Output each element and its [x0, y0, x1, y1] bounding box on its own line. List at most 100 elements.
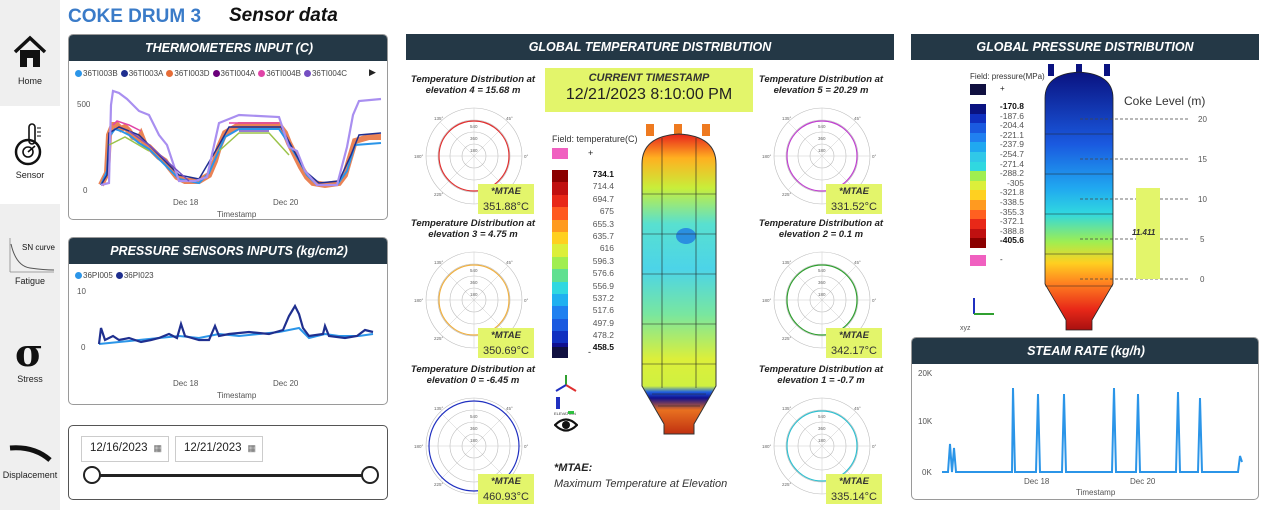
polar-tick: 540	[818, 268, 826, 273]
mtae-box: *MTAE 460.93°C	[478, 474, 534, 504]
polar-tick: 0°	[524, 444, 529, 449]
polar-grid-spoke	[473, 121, 509, 157]
scale-label: -187.6	[999, 110, 1024, 121]
sidebar-item-displacement[interactable]: Displacement	[0, 406, 60, 504]
polar-plot-title: Temperature Distribution at elevation 5 …	[758, 74, 884, 96]
pressure-sensors-header: PRESSURE SENSORS INPUTS (kg/cm2)	[69, 238, 387, 264]
sidebar: Home Sensor SN curve Fatigue σ Stress Di…	[0, 0, 60, 510]
polar-tick: 45°	[854, 116, 861, 121]
sidebar-item-fatigue[interactable]: SN curve Fatigue	[0, 206, 60, 304]
mtae-box: *MTAE 331.52°C	[826, 184, 882, 214]
x-tick: Dec 20	[1130, 477, 1156, 486]
x-axis-label: Timestamp	[1076, 488, 1116, 497]
legend-dot	[303, 70, 311, 77]
y-tick: 0	[81, 343, 86, 352]
polar-grid-spoke	[439, 299, 475, 335]
footnote-title: *MTAE:	[554, 462, 593, 474]
orientation-triad-icon[interactable]: ELEVATION	[552, 373, 580, 437]
calendar-icon[interactable]: ▦	[247, 443, 256, 453]
coke-level-bar	[1136, 188, 1160, 279]
slider-track[interactable]	[91, 474, 371, 477]
mtae-value: 335.14°C	[831, 491, 877, 503]
sidebar-item-label: Stress	[17, 374, 43, 384]
axes-triad-icon[interactable]: xyz	[958, 292, 998, 332]
sidebar-item-sensor[interactable]: Sensor	[0, 106, 60, 204]
temperature-field-label: Field: temperature(C)	[552, 134, 638, 144]
mtae-box: *MTAE 342.17°C	[826, 328, 882, 358]
mtae-value: 460.93°C	[483, 491, 529, 503]
legend-dot	[120, 70, 128, 77]
polar-tick: 540	[818, 414, 826, 419]
svg-text:σ: σ	[15, 332, 43, 372]
color-bar-segment	[552, 207, 568, 220]
pressure-color-bar	[970, 104, 986, 248]
polar-tick: 225°	[434, 482, 444, 487]
polar-plot-elevation: Temperature Distribution at elevation 2 …	[754, 218, 888, 358]
legend-item[interactable]: 36TI003A	[120, 69, 163, 78]
polar-grid-spoke	[821, 121, 857, 157]
color-bar-segment	[970, 132, 986, 143]
legend-item[interactable]: 36PI005	[75, 271, 113, 280]
start-date-input[interactable]: 12/16/2023 ▦	[81, 436, 169, 462]
legend-item[interactable]: 36TI004B	[258, 69, 301, 78]
polar-tick: 225°	[782, 482, 792, 487]
polar-tick: 180°	[414, 444, 424, 449]
sidebar-item-stress[interactable]: σ Stress	[0, 306, 60, 404]
pressure-field-label: Field: pressure(MPa)	[970, 72, 1045, 81]
scale-label: 556.9	[592, 280, 614, 291]
polar-tick: 0°	[872, 298, 877, 303]
scale-label: 655.3	[592, 218, 614, 229]
coke-tick: 15	[1198, 155, 1207, 164]
scale-label: 478.2	[592, 330, 614, 341]
scale-label: 458.5	[592, 342, 614, 353]
polar-plot-elevation: Temperature Distribution at elevation 0 …	[406, 364, 540, 504]
polar-tick: 540	[470, 124, 478, 129]
polar-plot-title: Temperature Distribution at elevation 2 …	[758, 218, 884, 240]
scale-label: 616	[599, 243, 614, 254]
polar-tick: 45°	[506, 406, 513, 411]
legend-item[interactable]: 36TI003B	[75, 69, 118, 78]
start-date-value: 12/16/2023	[90, 442, 148, 454]
polar-grid-spoke	[787, 265, 823, 301]
sn-curve-label: SN curve	[22, 243, 55, 252]
legend-next-icon[interactable]: ▶	[369, 67, 376, 77]
calendar-icon[interactable]: ▦	[153, 443, 162, 453]
legend-item[interactable]: 36TI004C	[303, 69, 347, 78]
polar-tick: 225°	[782, 336, 792, 341]
displacement-curve-icon	[9, 445, 52, 462]
coke-tick: 10	[1198, 195, 1207, 204]
scale-label: 497.9	[592, 317, 614, 328]
color-bar-segment	[552, 281, 568, 294]
slider-end-handle[interactable]	[361, 466, 379, 484]
scale-label: -221.1	[999, 129, 1024, 140]
color-bar-segment	[970, 219, 986, 229]
legend-item[interactable]: 36TI004A	[212, 69, 255, 78]
steam-rate-card: STEAM RATE (kg/h) 20K 10K 0K Dec 18 Dec …	[911, 337, 1259, 500]
mtae-label: *MTAE	[491, 330, 521, 341]
legend-item[interactable]: 36PI023	[115, 271, 154, 280]
pressure-legend[interactable]: 36PI005 36PI023	[75, 271, 157, 280]
color-bar-segment	[552, 306, 568, 319]
polar-grid-spoke	[821, 411, 857, 447]
polar-plot-title: Temperature Distribution at elevation 4 …	[410, 74, 536, 96]
thermometers-chart: 500 0 Dec 18 Dec 20 Timestamp	[77, 89, 382, 219]
sn-curve-icon: SN curve	[9, 238, 55, 273]
thermometers-legend[interactable]: 36TI003B 36TI003A 36TI003D 36TI004A 36TI004B…	[75, 69, 381, 78]
x-tick: Dec 18	[173, 379, 199, 388]
end-date-input[interactable]: 12/21/2023 ▦	[175, 436, 263, 462]
polar-grid-spoke	[787, 445, 823, 481]
scale-label: 517.6	[592, 305, 614, 316]
legend-item[interactable]: 36TI003D	[166, 69, 210, 78]
polar-grid-spoke	[787, 299, 823, 335]
coke-tick: 20	[1198, 115, 1207, 124]
slider-start-handle[interactable]	[83, 466, 101, 484]
y-tick: 10K	[918, 417, 933, 426]
legend-label: 36TI003B	[83, 69, 118, 78]
sidebar-item-home[interactable]: Home	[0, 6, 60, 104]
legend-label: 36PI005	[83, 271, 113, 280]
polar-grid-spoke	[439, 411, 475, 447]
legend-dot	[166, 70, 174, 77]
x-tick: Dec 20	[273, 198, 299, 207]
eye-icon[interactable]	[554, 416, 578, 434]
pressure-sensors-card: PRESSURE SENSORS INPUTS (kg/cm2) 36PI005…	[68, 237, 388, 405]
